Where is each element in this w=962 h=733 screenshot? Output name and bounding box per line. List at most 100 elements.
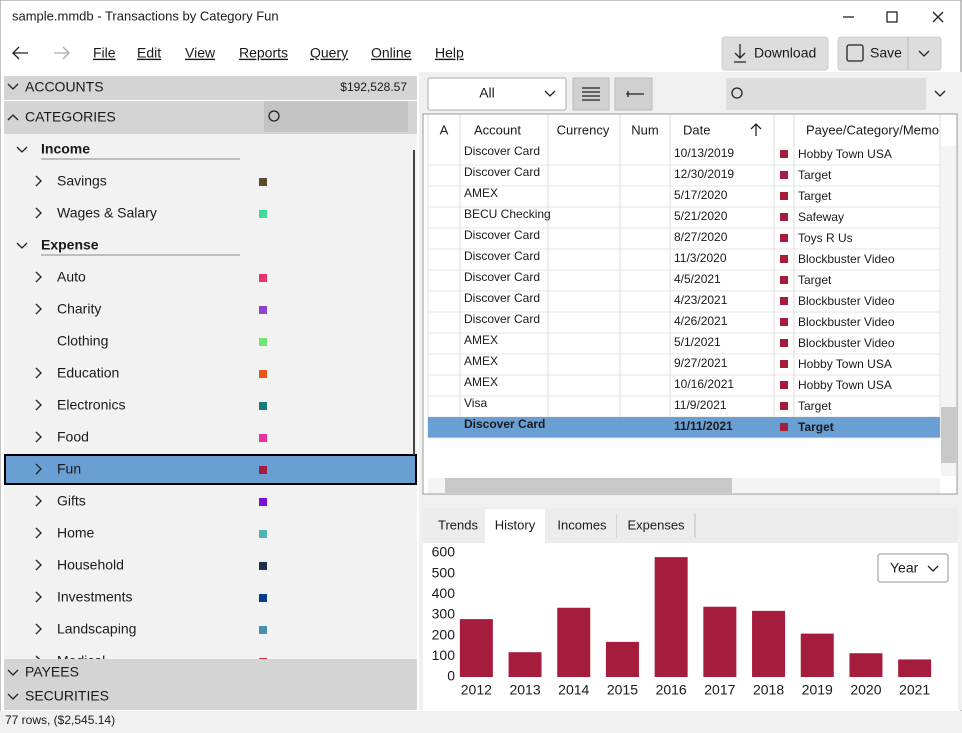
payee-cell[interactable]: Hobby Town USA [798, 378, 892, 392]
payee-cell[interactable]: Blockbuster Video [798, 294, 895, 308]
payee-cell[interactable]: Blockbuster Video [798, 336, 895, 350]
download-label: Download [754, 45, 816, 61]
date-cell[interactable]: 12/30/2019 [674, 167, 734, 181]
category-name[interactable]: Electronics [57, 397, 125, 413]
filter-dropdown[interactable] [428, 78, 566, 110]
date-cell[interactable]: 5/1/2021 [674, 335, 721, 349]
category-color [780, 318, 788, 326]
account-cell[interactable]: Discover Card [464, 144, 540, 158]
date-cell[interactable]: 11/3/2020 [674, 251, 727, 265]
category-name[interactable]: Wages & Salary [57, 205, 157, 221]
payee-cell[interactable]: Hobby Town USA [798, 357, 892, 371]
account-cell[interactable]: AMEX [464, 186, 498, 200]
date-cell[interactable]: 5/17/2020 [674, 188, 728, 202]
category-name[interactable]: Education [57, 365, 119, 381]
list-view-button[interactable] [573, 78, 609, 110]
category-name[interactable]: Clothing [57, 333, 108, 349]
column-header[interactable]: A [440, 122, 449, 137]
x-tick-label: 2017 [704, 682, 735, 698]
bar [898, 659, 931, 677]
date-cell[interactable]: 5/21/2020 [674, 209, 728, 223]
category-name[interactable]: Landscaping [57, 621, 136, 637]
category-name[interactable]: Gifts [57, 493, 86, 509]
category-color [780, 402, 788, 410]
payee-cell[interactable]: Target [798, 189, 832, 203]
payee-cell[interactable]: Target [798, 399, 832, 413]
column-header[interactable]: Num [631, 122, 658, 137]
category-name[interactable]: Fun [57, 461, 81, 477]
category-name[interactable]: Investments [57, 589, 132, 605]
column-header[interactable]: Payee/Category/Memo [806, 122, 939, 137]
payee-cell[interactable]: Blockbuster Video [798, 315, 895, 329]
payee-cell[interactable]: Toys R Us [798, 231, 853, 245]
category-name[interactable]: Household [57, 557, 124, 573]
transaction-search[interactable] [726, 78, 926, 110]
account-cell[interactable]: Visa [464, 396, 487, 410]
tab-label[interactable]: Trends [438, 517, 478, 532]
menu-item[interactable]: Reports [239, 45, 288, 61]
account-cell[interactable]: Discover Card [464, 165, 540, 179]
group-label[interactable]: Expense [41, 237, 99, 253]
x-tick-label: 2013 [509, 682, 540, 698]
category-color [780, 423, 788, 431]
payees-label[interactable]: PAYEES [25, 664, 79, 680]
category-search[interactable] [264, 101, 408, 132]
category-color [780, 276, 788, 284]
tab-label[interactable]: Expenses [627, 517, 685, 532]
account-cell[interactable]: AMEX [464, 375, 498, 389]
category-name[interactable]: Auto [57, 269, 86, 285]
bar [752, 611, 785, 677]
column-header[interactable]: Account [474, 122, 521, 137]
account-cell[interactable]: Discover Card [464, 417, 545, 431]
menu-item[interactable]: View [185, 45, 216, 61]
date-cell[interactable]: 8/27/2020 [674, 230, 728, 244]
account-cell[interactable]: Discover Card [464, 312, 540, 326]
v-scroll-thumb[interactable] [941, 407, 956, 463]
date-cell[interactable]: 4/26/2021 [674, 314, 728, 328]
category-color [259, 498, 267, 506]
date-cell[interactable]: 4/23/2021 [674, 293, 728, 307]
account-cell[interactable]: Discover Card [464, 270, 540, 284]
date-cell[interactable]: 9/27/2021 [674, 356, 728, 370]
account-cell[interactable]: AMEX [464, 333, 498, 347]
category-color [259, 306, 267, 314]
category-color [259, 274, 267, 282]
account-cell[interactable]: Discover Card [464, 291, 540, 305]
date-cell[interactable]: 10/13/2019 [674, 146, 734, 160]
tab-label[interactable]: Incomes [557, 517, 607, 532]
payee-cell[interactable]: Target [798, 420, 834, 434]
menu-item[interactable]: Query [310, 45, 348, 61]
category-color [780, 360, 788, 368]
h-scroll-thumb[interactable] [445, 478, 732, 493]
menu-item[interactable]: Online [371, 45, 412, 61]
payee-cell[interactable]: Safeway [798, 210, 844, 224]
category-name[interactable]: Savings [57, 173, 107, 189]
payee-cell[interactable]: Blockbuster Video [798, 252, 895, 266]
payee-cell[interactable]: Hobby Town USA [798, 147, 892, 161]
category-color [259, 466, 267, 474]
payee-cell[interactable]: Target [798, 273, 832, 287]
category-name[interactable]: Food [57, 429, 89, 445]
date-cell[interactable]: 10/16/2021 [674, 377, 734, 391]
tab-label[interactable]: History [495, 517, 536, 532]
category-color [780, 171, 788, 179]
date-cell[interactable]: 11/9/2021 [674, 398, 727, 412]
x-tick-label: 2014 [558, 682, 589, 698]
category-name[interactable]: Charity [57, 301, 101, 317]
category-color [259, 594, 267, 602]
menu-item[interactable]: Edit [137, 45, 161, 61]
date-cell[interactable]: 11/11/2021 [674, 419, 733, 433]
menu-item[interactable]: File [93, 45, 116, 61]
payee-cell[interactable]: Target [798, 168, 832, 182]
account-cell[interactable]: Discover Card [464, 228, 540, 242]
category-name[interactable]: Home [57, 525, 95, 541]
column-header[interactable]: Date [683, 122, 710, 137]
date-cell[interactable]: 4/5/2021 [674, 272, 721, 286]
group-label[interactable]: Income [41, 141, 90, 157]
column-header[interactable]: Currency [557, 122, 610, 137]
securities-label[interactable]: SECURITIES [25, 688, 109, 704]
account-cell[interactable]: Discover Card [464, 249, 540, 263]
menu-item[interactable]: Help [435, 45, 464, 61]
account-cell[interactable]: BECU Checking [464, 207, 551, 221]
account-cell[interactable]: AMEX [464, 354, 498, 368]
